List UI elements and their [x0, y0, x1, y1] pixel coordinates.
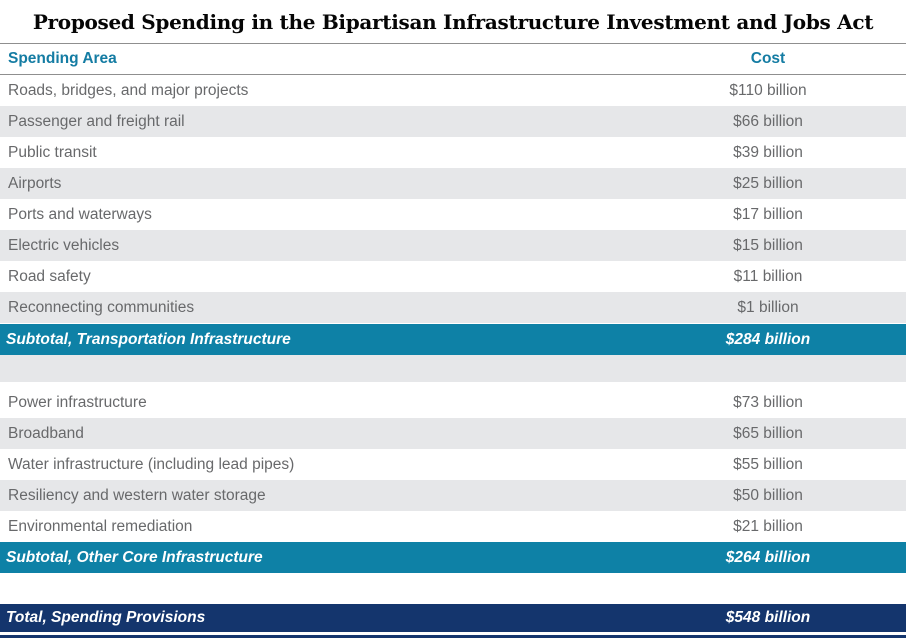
spending-area-cell: Road safety: [8, 267, 91, 285]
cost-cell: $17 billion: [733, 205, 803, 223]
table-row: Power infrastructure $73 billion: [0, 387, 906, 418]
table-row: Reconnecting communities $1 billion: [0, 292, 906, 323]
spending-area-cell: Public transit: [8, 143, 97, 161]
table-row: Roads, bridges, and major projects $110 …: [0, 75, 906, 106]
table-row: Water infrastructure (including lead pip…: [0, 449, 906, 480]
cost-cell: $21 billion: [733, 517, 803, 535]
table-row: Broadband $65 billion: [0, 418, 906, 449]
spending-area-cell: Passenger and freight rail: [8, 112, 185, 130]
subtotal-label: Subtotal, Other Core Infrastructure: [6, 548, 263, 566]
cost-cell: $55 billion: [733, 455, 803, 473]
subtotal-row-other-core: Subtotal, Other Core Infrastructure $264…: [0, 542, 906, 573]
total-row: Total, Spending Provisions $548 billion: [0, 604, 906, 632]
cost-cell: $15 billion: [733, 236, 803, 254]
subtotal-cost: $284 billion: [725, 330, 811, 348]
cost-cell: $110 billion: [729, 81, 807, 99]
bottom-navy-strip: [0, 635, 906, 638]
spending-area-cell: Reconnecting communities: [8, 298, 195, 316]
spending-area-cell: Environmental remediation: [8, 517, 193, 535]
spending-area-cell: Power infrastructure: [8, 393, 147, 411]
spending-area-cell: Electric vehicles: [8, 236, 120, 254]
spending-area-cell: Water infrastructure (including lead pip…: [8, 455, 295, 473]
column-header-cost: Cost: [750, 50, 786, 67]
cost-cell: $50 billion: [733, 486, 803, 504]
cost-cell: $39 billion: [733, 143, 803, 161]
spending-area-cell: Roads, bridges, and major projects: [8, 81, 249, 99]
section-spacer: [0, 355, 906, 382]
table-row: Road safety $11 billion: [0, 261, 906, 292]
page-title: Proposed Spending in the Bipartisan Infr…: [32, 9, 874, 34]
subtotal-label: Subtotal, Transportation Infrastructure: [6, 330, 291, 348]
cost-cell: $1 billion: [737, 298, 799, 316]
spending-area-cell: Airports: [8, 174, 62, 192]
spending-area-cell: Broadband: [8, 424, 84, 442]
table-row: Airports $25 billion: [0, 168, 906, 199]
section-spacer: [0, 573, 906, 604]
cost-cell: $66 billion: [733, 112, 803, 130]
subtotal-cost: $264 billion: [725, 548, 811, 566]
cost-cell: $11 billion: [733, 267, 803, 285]
table-row: Environmental remediation $21 billion: [0, 511, 906, 542]
table-row: Electric vehicles $15 billion: [0, 230, 906, 261]
spending-area-cell: Resiliency and western water storage: [8, 486, 266, 504]
table-header-row: Spending Area Cost: [0, 43, 906, 75]
table-row: Passenger and freight rail $66 billion: [0, 106, 906, 137]
table-row: Public transit $39 billion: [0, 137, 906, 168]
cost-cell: $73 billion: [733, 393, 803, 411]
cost-cell: $25 billion: [733, 174, 803, 192]
subtotal-row-transportation: Subtotal, Transportation Infrastructure …: [0, 324, 906, 355]
table-row: Resiliency and western water storage $50…: [0, 480, 906, 511]
cost-cell: $65 billion: [733, 424, 803, 442]
total-label: Total, Spending Provisions: [6, 609, 206, 626]
table-row: Ports and waterways $17 billion: [0, 199, 906, 230]
spending-area-cell: Ports and waterways: [8, 205, 152, 223]
total-cost: $548 billion: [725, 609, 811, 626]
column-header-spending-area: Spending Area: [8, 50, 117, 67]
